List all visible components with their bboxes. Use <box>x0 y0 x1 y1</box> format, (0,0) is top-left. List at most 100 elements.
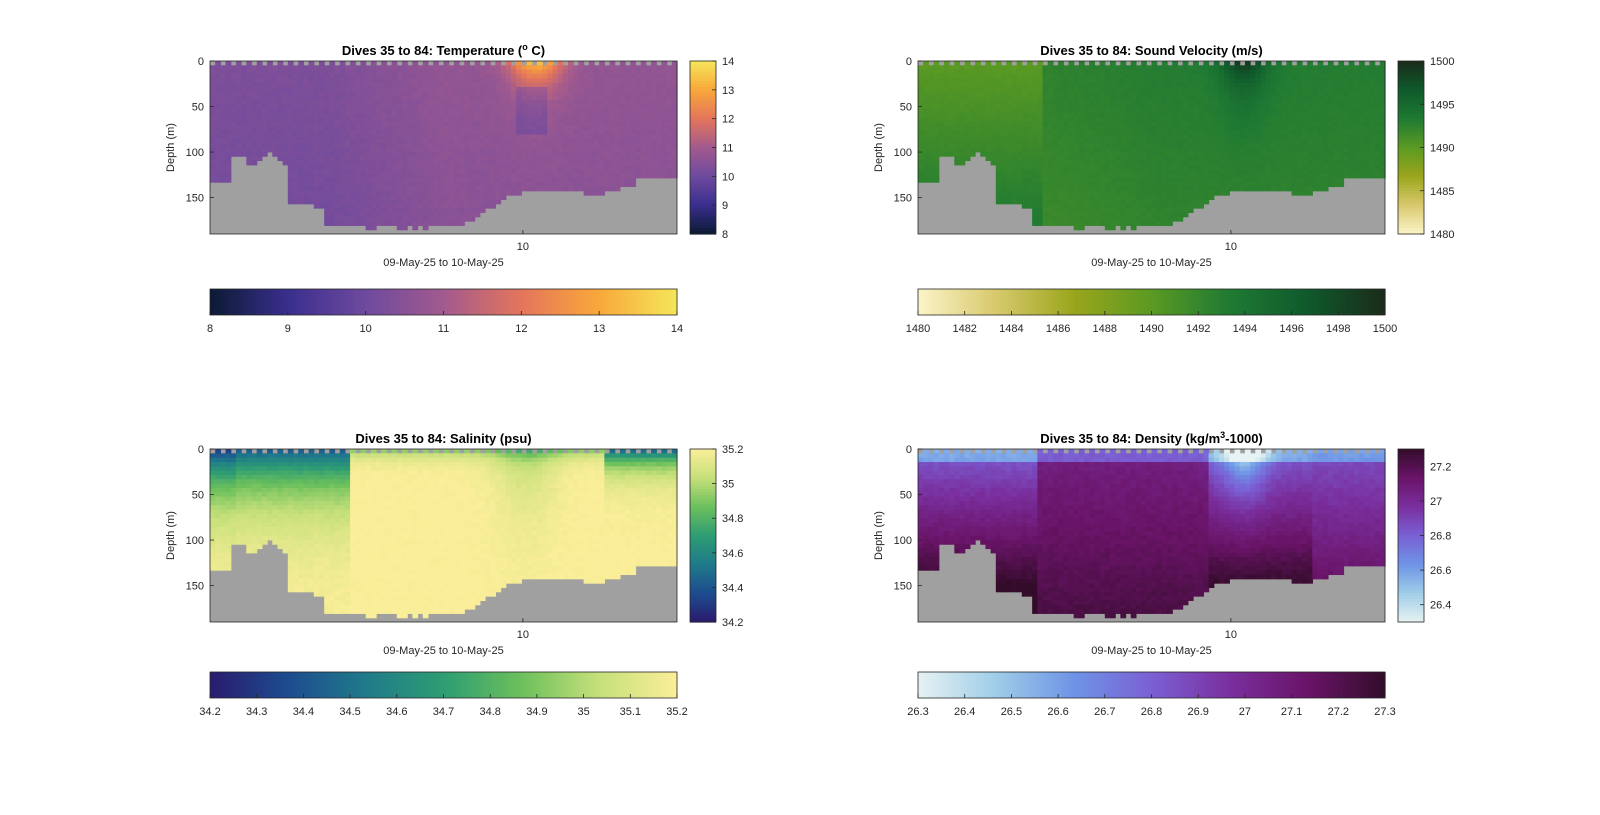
heatmap-cell <box>256 65 263 71</box>
heatmap-cell <box>433 156 439 162</box>
heatmap-cell <box>350 169 356 175</box>
heatmap-cell <box>1177 138 1184 144</box>
heatmap-cell <box>267 130 273 136</box>
heatmap-cell <box>1032 195 1038 200</box>
heatmap-cell <box>350 117 356 123</box>
heatmap-cell <box>1058 91 1064 97</box>
colorbar-segment <box>690 75 716 79</box>
heatmap-cell <box>1161 212 1168 218</box>
heatmap-cell <box>1073 221 1080 226</box>
heatmap-cell <box>1115 130 1121 136</box>
heatmap-cell <box>1016 99 1023 105</box>
heatmap-cell <box>365 104 372 110</box>
heatmap-cell <box>318 160 325 166</box>
heatmap-cell <box>573 151 580 157</box>
heatmap-cell <box>510 177 517 183</box>
heatmap-cell <box>1156 130 1163 136</box>
heatmap-cell <box>505 151 512 157</box>
heatmap-cell <box>256 69 263 75</box>
heatmap-cell <box>666 164 673 170</box>
heatmap-cell <box>568 173 574 179</box>
heatmap-cell <box>918 78 924 84</box>
heatmap-cell <box>407 82 413 88</box>
heatmap-cell <box>308 95 315 101</box>
heatmap-cell <box>376 104 382 110</box>
heatmap-cell <box>427 186 434 192</box>
heatmap-cell <box>568 134 574 140</box>
heatmap-cell <box>355 160 362 166</box>
heatmap-cell <box>474 177 481 183</box>
heatmap-cell <box>928 134 935 140</box>
heatmap-cell <box>1084 69 1090 75</box>
heatmap-cell <box>938 73 945 79</box>
heatmap-cell <box>396 121 403 127</box>
heatmap-cell <box>386 173 393 179</box>
heatmap-cell <box>578 69 585 75</box>
heatmap-cell <box>1218 173 1225 179</box>
heatmap-cell <box>1161 186 1168 192</box>
heatmap-cell <box>490 177 496 183</box>
heatmap-cell <box>293 69 299 75</box>
heatmap-cell <box>360 73 367 79</box>
heatmap-cell <box>1187 195 1194 200</box>
heatmap-cell <box>256 147 263 153</box>
heatmap-cell <box>1058 160 1064 166</box>
heatmap-cell <box>1063 73 1070 79</box>
heatmap-cell <box>251 147 258 153</box>
heatmap-cell <box>1089 177 1096 183</box>
heatmap-cell <box>1006 134 1012 140</box>
heatmap-cell <box>267 108 273 114</box>
heatmap-cell <box>578 156 585 162</box>
heatmap-cell <box>949 151 955 157</box>
heatmap-cell <box>949 95 955 101</box>
heatmap-cell <box>360 108 367 114</box>
heatmap-cell <box>614 134 621 140</box>
heatmap-cell <box>635 73 642 79</box>
heatmap-cell <box>350 173 356 179</box>
heatmap-cell <box>459 177 465 183</box>
heatmap-cell <box>401 86 408 92</box>
heatmap-cell <box>1125 212 1132 218</box>
heatmap-cell <box>918 108 924 114</box>
heatmap-cell <box>619 61 626 66</box>
heatmap-cell <box>1172 195 1179 200</box>
heatmap-cell <box>1001 190 1007 196</box>
heatmap-cell <box>599 91 605 97</box>
heatmap-cell <box>344 216 351 222</box>
colorbar-segment <box>548 289 554 315</box>
heatmap-cell <box>1167 130 1173 136</box>
heatmap-cell <box>1213 186 1220 192</box>
heatmap-cell <box>1011 69 1018 75</box>
heatmap-cell <box>1177 82 1184 88</box>
heatmap-cell <box>542 186 548 192</box>
heatmap-cell <box>246 108 253 114</box>
heatmap-cell <box>396 177 403 183</box>
heatmap-cell <box>990 156 997 162</box>
heatmap-cell <box>412 203 419 209</box>
heatmap-cell <box>1078 117 1085 123</box>
heatmap-cell <box>298 160 304 166</box>
heatmap-cell <box>1089 82 1096 88</box>
heatmap-cell <box>1198 143 1204 149</box>
heatmap-cell <box>1193 134 1199 140</box>
heatmap-cell <box>334 160 341 166</box>
heatmap-cell <box>671 143 678 149</box>
heatmap-cell <box>588 82 595 88</box>
heatmap-cell <box>516 117 522 123</box>
heatmap-cell <box>954 117 961 123</box>
heatmap-cell <box>308 108 315 114</box>
heatmap-cell <box>1042 91 1049 97</box>
heatmap-cell <box>578 65 585 71</box>
heatmap-cell <box>1161 134 1168 140</box>
heatmap-cell <box>1177 86 1184 92</box>
heatmap-cell <box>557 108 564 114</box>
heatmap-cell <box>1094 121 1101 127</box>
heatmap-cell <box>391 134 398 140</box>
heatmap-cell <box>500 69 507 75</box>
heatmap-cell <box>407 117 413 123</box>
heatmap-cell <box>661 134 668 140</box>
colorbar-segment <box>690 153 716 157</box>
heatmap-cell <box>381 156 388 162</box>
heatmap-cell <box>282 121 289 127</box>
heatmap-cell <box>938 91 945 97</box>
